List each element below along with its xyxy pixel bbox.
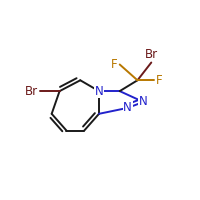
- Text: N: N: [123, 101, 132, 114]
- Text: F: F: [111, 58, 118, 71]
- Text: Br: Br: [25, 85, 38, 98]
- Text: N: N: [95, 85, 103, 98]
- Text: F: F: [156, 74, 163, 87]
- Text: N: N: [139, 95, 148, 108]
- Text: Br: Br: [145, 48, 158, 61]
